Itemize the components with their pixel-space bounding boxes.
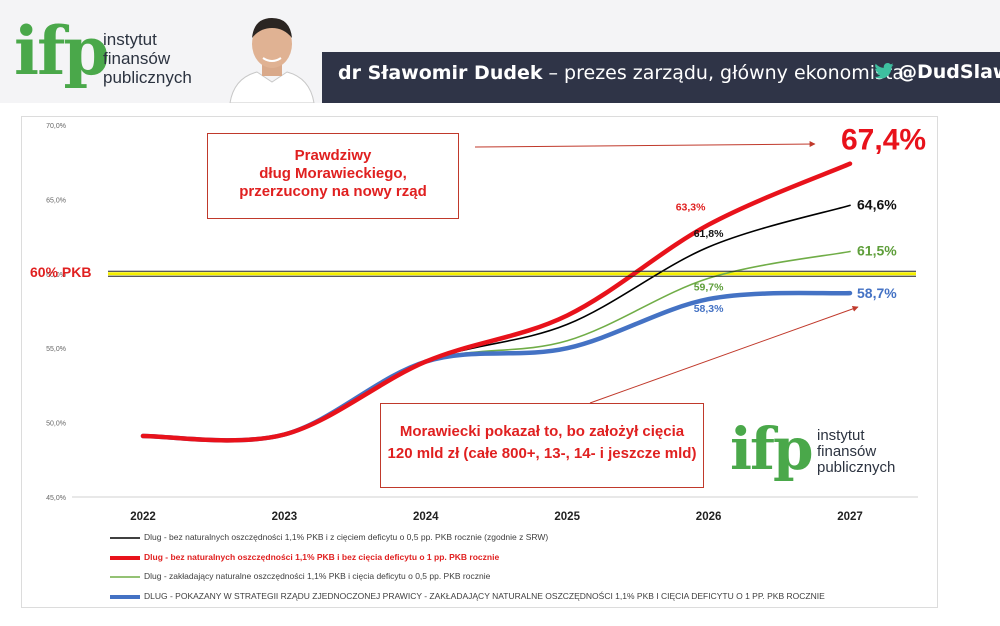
arrow-morawiecki-showed [589,305,859,404]
y-tick-label: 55,0% [46,346,66,353]
callout-true-debt: Prawdziwy dług Morawieckiego, przerzucon… [207,133,459,219]
x-tick-label: 2023 [272,511,298,523]
watermark-ifp-logo: ifp [730,415,814,483]
logo-line-1: instytut [103,30,157,49]
data-label: 58,7% [857,285,897,301]
x-tick-label: 2027 [837,511,863,523]
legend-label: Dlug - zakładający naturalne oszczędnośc… [144,571,491,581]
x-tick-label: 2025 [554,511,580,523]
ifp-logo-text: instytut finansów publicznych [103,30,192,87]
data-label: 59,7% [694,281,724,293]
data-label: 61,8% [694,228,724,240]
reference-line-label: 60% PKB [30,264,92,280]
header: ifp instytut finansów publicznych dr Sła… [0,0,1000,103]
legend-swatch-black [110,537,140,539]
legend-swatch-red [110,555,140,560]
y-tick-label: 60,0% [46,272,66,279]
callout-true-debt-line-3: przerzucony na nowy rząd [239,183,427,200]
callout-morawiecki-line-1: Morawiecki pokazał to, bo założył cięcia [399,423,685,440]
chart-frame [21,116,938,608]
arrow-true-debt [474,141,816,148]
x-tick-label: 2026 [696,511,722,523]
data-label: 61,5% [857,242,897,258]
logo-line-2: finansów [103,49,171,68]
legend-label: Dlug - bez naturalnych oszczędności 1,1%… [144,551,500,562]
y-tick-label: 45,0% [46,495,66,502]
callout-morawiecki-line-2: 120 mld zł (całe 800+, 13-, 14- i jeszcz… [387,445,697,462]
y-tick-label: 65,0% [46,197,66,204]
logo-line-3: publicznych [103,68,192,87]
twitter-bird-icon [874,63,894,79]
data-label: 64,6% [857,196,897,212]
x-tick-label: 2022 [130,511,156,523]
data-label: 63,3% [676,202,706,214]
callout-true-debt-line-1: Prawdziwy [294,147,372,164]
y-tick-label: 50,0% [46,421,66,428]
callout-morawiecki-showed: Morawiecki pokazał to, bo założył cięcia… [380,403,704,488]
watermark-ifp-text: instytut finansów publicznych [817,428,895,476]
watermark-line-2: finansów [817,443,877,460]
legend-label: DLUG - POKAZANY W STRATEGII RZĄDU ZJEDNO… [144,590,825,601]
author-role: – prezes zarządu, główny ekonomista [542,62,905,84]
legend-swatch-green [110,576,140,578]
series-line-red [140,161,853,443]
y-tick-label: 70,0% [46,123,66,130]
legend-label: Dlug - bez naturalnych oszczędności 1,1%… [144,532,549,542]
x-tick-label: 2024 [413,511,439,523]
legend-swatch-blue [110,594,140,599]
author-portrait [222,8,322,103]
watermark-line-1: instytut [817,427,865,444]
ifp-logo: ifp [14,12,110,90]
twitter-handle-text: @DudSlaw [898,61,1000,83]
author-title: dr Sławomir Dudek – prezes zarządu, głów… [338,62,904,84]
data-label: 58,3% [694,303,724,315]
watermark-line-3: publicznych [817,459,896,476]
author-name: dr Sławomir Dudek [338,62,543,84]
twitter-handle[interactable]: @DudSlaw [874,61,1000,83]
data-label: 67,4% [841,124,926,157]
callout-true-debt-line-2: dług Morawieckiego, [259,165,407,182]
